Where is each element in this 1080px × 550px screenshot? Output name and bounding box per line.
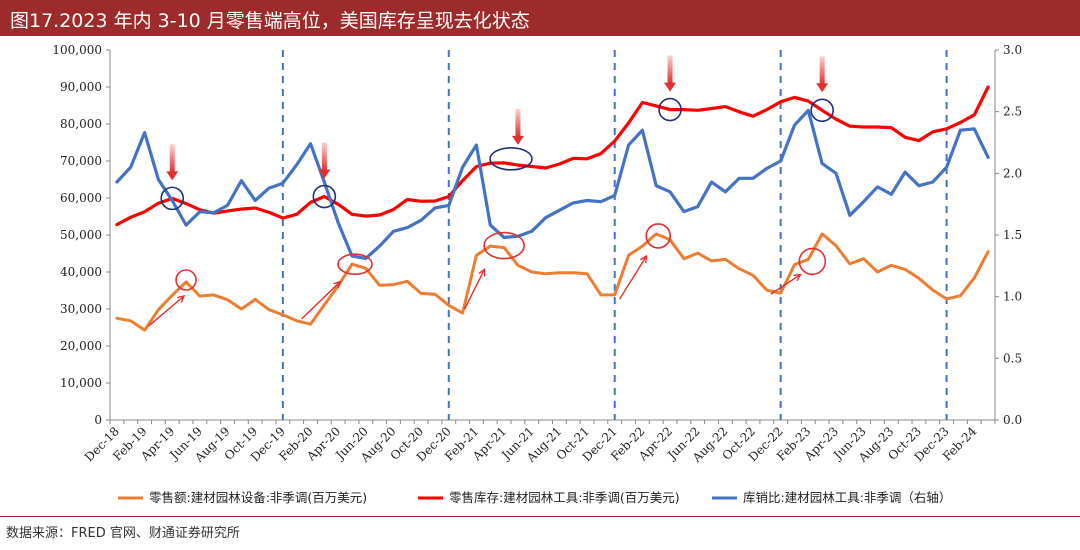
blue-circle-marker: [658, 97, 682, 122]
y-left-tick-label: 90,000: [60, 80, 102, 94]
up-arrow-head-icon: [478, 267, 486, 277]
down-arrow-icon: [515, 108, 521, 137]
x-axis: Dec-18Feb-19Apr-19Jun-19Aug-19Oct-19Dec-…: [82, 420, 996, 466]
up-arrow-head-icon: [333, 280, 342, 289]
y-left-tick-label: 70,000: [60, 154, 102, 168]
y-left-tick-label: 10,000: [60, 376, 102, 390]
chart-canvas: 0 10,000 20,000 30,000 40,000 50,000 60,000 70,…: [52, 43, 1022, 505]
legend-label-ratio: 库销比:建材园林工具:非季调（右轴）: [743, 490, 951, 505]
y-left-tick-label: 50,000: [60, 228, 102, 242]
series-line-sales: [115, 232, 990, 332]
y-right-tick-label: 2.0: [1003, 166, 1022, 180]
y-left-tick-label: 0: [94, 413, 102, 427]
red-circle-marker: [798, 247, 827, 276]
year-dividers: [281, 50, 948, 420]
source-note: 数据来源：FRED 官网、财通证券研究所: [6, 526, 240, 541]
blue-circle-marker: [312, 184, 337, 209]
series-line-inventory: [115, 85, 990, 227]
down-arrow-head-icon: [166, 171, 179, 181]
down-arrow-head-icon: [816, 83, 829, 93]
y-axis-left: 0 10,000 20,000 30,000 40,000 50,000 60,000 70,…: [52, 43, 110, 427]
y-left-tick-label: 60,000: [60, 191, 102, 205]
down-arrow-icon: [819, 56, 825, 85]
down-arrow-head-icon: [664, 82, 677, 92]
blue-circle-marker: [160, 186, 185, 211]
y-left-tick-label: 20,000: [60, 339, 102, 353]
up-arrow-head-icon: [640, 254, 648, 264]
red-circle-marker: [483, 231, 525, 260]
up-arrow-icon: [619, 255, 647, 300]
red-circle-marker: [175, 269, 197, 291]
y-right-tick-label: 3.0: [1003, 43, 1022, 57]
blue-ellipse-marker: [489, 147, 533, 171]
y-left-tick-label: 100,000: [52, 43, 102, 57]
up-arrow-icon: [148, 295, 185, 327]
series-lines: [115, 85, 990, 332]
down-arrow-icon: [321, 142, 327, 171]
up-arrow-icon: [770, 274, 801, 295]
y-right-tick-label: 1.0: [1003, 290, 1022, 304]
up-arrow-icon: [301, 281, 341, 320]
down-arrow-head-icon: [511, 135, 524, 145]
y-right-tick-label: 2.5: [1003, 105, 1022, 119]
y-left-tick-label: 40,000: [60, 265, 102, 279]
down-arrow-head-icon: [318, 169, 331, 179]
up-arrow-head-icon: [793, 273, 802, 282]
blue-circle-marker: [810, 98, 834, 123]
series-line-ratio: [115, 108, 990, 260]
annotations: [148, 55, 834, 327]
down-arrow-icon: [667, 55, 673, 84]
y-left-tick-label: 80,000: [60, 117, 102, 131]
title-bar: 图17.2023 年内 3-10 月零售端高位，美国库存呈现去化状态: [0, 0, 1080, 36]
plot-area: [109, 50, 996, 421]
y-axis-right: 0.0 0.5 1.0 1.5 2.0 2.5 3.0: [995, 43, 1022, 427]
down-arrow-icon: [169, 144, 175, 173]
up-arrow-icon: [463, 269, 486, 310]
source-divider: [0, 516, 1080, 517]
chart-title: 图17.2023 年内 3-10 月零售端高位，美国库存呈现去化状态: [10, 10, 530, 32]
y-right-tick-label: 1.5: [1003, 228, 1022, 242]
up-arrow-head-icon: [177, 294, 186, 303]
red-circle-marker: [645, 223, 672, 249]
y-right-tick-label: 0.5: [1003, 351, 1022, 365]
legend-label-inventory: 零售库存:建材园林工具:非季调(百万美元): [449, 490, 680, 505]
legend-label-sales: 零售额:建材园林设备:非季调(百万美元): [149, 490, 367, 505]
legend: 零售额:建材园林设备:非季调(百万美元) 零售库存:建材园林工具:非季调(百万美元…: [118, 490, 951, 505]
y-right-tick-label: 0.0: [1003, 413, 1022, 427]
y-left-tick-label: 30,000: [60, 302, 102, 316]
red-circle-marker: [337, 253, 373, 276]
